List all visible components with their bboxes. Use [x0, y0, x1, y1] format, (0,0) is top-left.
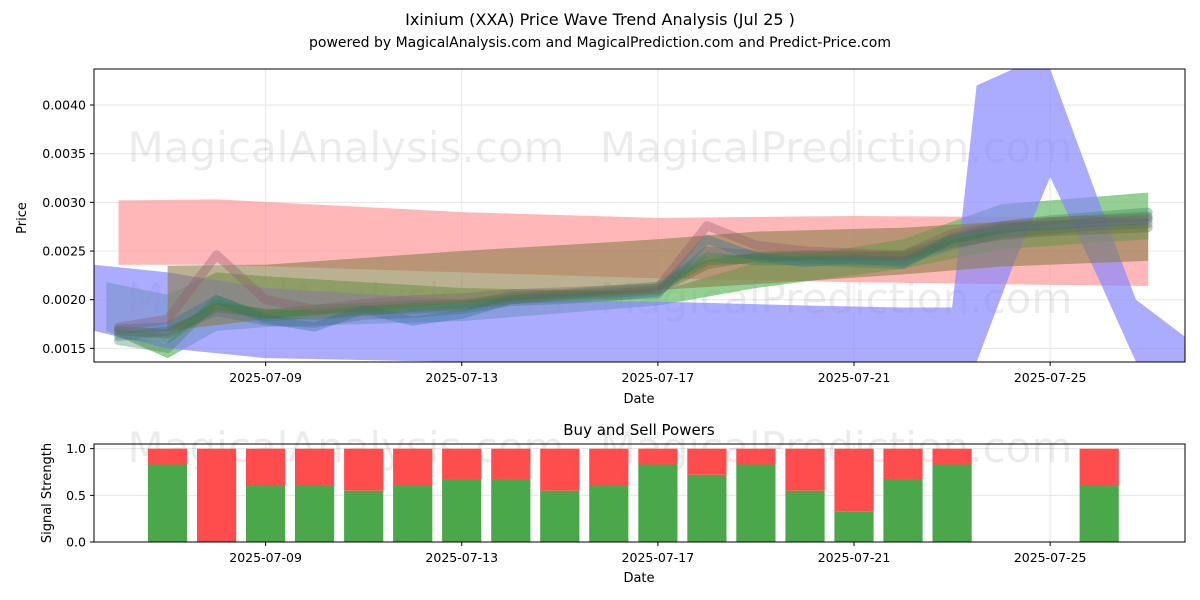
buy-bar: [834, 511, 874, 542]
sell-bar: [344, 448, 384, 491]
price-y-label: Price: [15, 202, 30, 234]
power-y-tick-label: 1.0: [66, 441, 86, 456]
sell-bar: [393, 448, 433, 486]
price-ticks: 2025-07-09 2025-07-13 2025-07-17 2025-07-21…: [42, 98, 1086, 385]
power-y-tick-label: 0.5: [66, 488, 86, 503]
price-x-tick-label: 2025-07-09: [229, 370, 302, 385]
power-plot-frame: [93, 443, 1186, 543]
price-x-tick-label: 2025-07-25: [1014, 370, 1087, 385]
power-x-label: Date: [623, 571, 654, 586]
sell-bar: [295, 448, 335, 486]
power-ticks: 2025-07-09 2025-07-13 2025-07-17 2025-07-21…: [66, 441, 1086, 565]
sell-bar: [246, 448, 286, 486]
buy-bar: [393, 486, 433, 542]
buy-bar: [736, 464, 776, 542]
power-y-tick-label: 0.0: [66, 535, 86, 550]
sell-bar: [785, 448, 825, 491]
sell-bar: [197, 448, 237, 542]
sell-bar: [736, 448, 776, 465]
buy-bar: [344, 490, 384, 542]
buy-bar: [491, 479, 531, 542]
price-wave-line-3: [114, 219, 1153, 342]
price-wave-line-5: [114, 207, 1153, 353]
price-y-tick-label: 0.0025: [42, 244, 86, 259]
power-x-tick-label: 2025-07-21: [818, 550, 891, 565]
price-y-tick-label: 0.0040: [42, 98, 86, 113]
power-x-tick-label: 2025-07-17: [622, 550, 695, 565]
sell-bar: [147, 448, 188, 465]
sell-bar: [1079, 448, 1119, 486]
sell-bar: [638, 448, 678, 465]
figure-title: Ixinium (XXA) Price Wave Trend Analysis …: [405, 10, 795, 29]
buy-bar: [246, 486, 286, 542]
price-bands: [94, 69, 1185, 362]
power-y-label: Signal Strength: [40, 443, 55, 543]
power-x-tick-label: 2025-07-09: [229, 550, 302, 565]
buy-bar: [295, 486, 335, 542]
buy-bar: [540, 490, 580, 542]
power-x-tick-label: 2025-07-13: [425, 550, 498, 565]
buy-bar: [932, 464, 972, 542]
price-wave-line-2: [114, 215, 1153, 334]
sell-bar: [491, 448, 531, 480]
price-y-tick-label: 0.0030: [42, 195, 86, 210]
buy-bar: [1079, 486, 1119, 542]
buy-bar: [883, 479, 923, 542]
price-x-label: Date: [623, 392, 654, 407]
price-plot-frame: [93, 68, 1186, 363]
sell-bar: [442, 448, 482, 480]
sell-bar: [834, 448, 874, 512]
price-y-tick-label: 0.0015: [42, 341, 86, 356]
sell-bar: [589, 448, 629, 486]
buy-bar: [589, 486, 629, 542]
buy-bar: [442, 479, 482, 542]
price-band-blue-band: [94, 69, 1185, 362]
price-x-tick-label: 2025-07-17: [622, 370, 695, 385]
power-bars: [147, 448, 1119, 542]
price-wave-line-1: [114, 211, 1153, 344]
sell-bar: [883, 448, 923, 480]
price-wave-line-4: [114, 223, 1153, 339]
watermark-analysis-top: MagicalAnalysis.com: [128, 123, 565, 172]
buy-bar: [638, 464, 678, 542]
price-x-tick-label: 2025-07-13: [425, 370, 498, 385]
price-y-tick-label: 0.0035: [42, 146, 86, 161]
sell-bar: [687, 448, 727, 475]
price-x-tick-label: 2025-07-21: [818, 370, 891, 385]
figure-subtitle: powered by MagicalAnalysis.com and Magic…: [309, 35, 891, 51]
power-x-tick-label: 2025-07-25: [1014, 550, 1087, 565]
price-wave-line-6: [114, 213, 1153, 332]
price-y-tick-label: 0.0020: [42, 292, 86, 307]
buy-bar: [785, 490, 825, 542]
power-title: Buy and Sell Powers: [563, 421, 715, 439]
buy-bar: [687, 474, 727, 542]
buy-bar: [147, 464, 188, 542]
price-wave-lines: [114, 207, 1153, 353]
sell-bar: [540, 448, 580, 491]
price-band-olive-band: [167, 217, 1149, 331]
sell-bar: [932, 448, 972, 465]
